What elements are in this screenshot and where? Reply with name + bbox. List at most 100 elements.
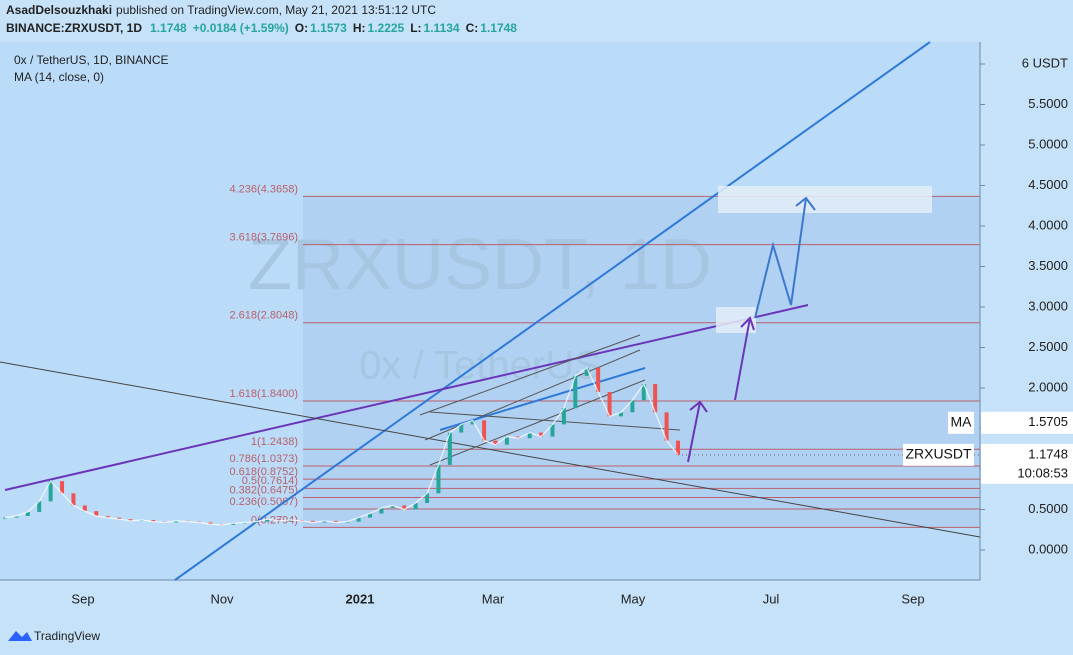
candle (436, 464, 441, 494)
candle (630, 400, 635, 413)
candle (470, 420, 475, 425)
candle (117, 517, 122, 520)
candle (539, 432, 544, 437)
candle (94, 511, 99, 516)
legend-title: 0x / TetherUS, 1D, BINANCE (14, 53, 169, 67)
y-tick-label: 6 USDT (1022, 55, 1068, 70)
x-tick-label: Sep (71, 591, 94, 606)
fib-label: 0.618(0.8752) (230, 466, 299, 478)
fib-label: 1.618(1.8400) (230, 388, 299, 400)
fib-label: 0.382(0.6475) (230, 484, 299, 496)
candle (25, 511, 30, 516)
marker-value: 1.5705 (1028, 414, 1068, 429)
x-tick-label: Sep (901, 591, 924, 606)
candle (231, 523, 236, 525)
candle (174, 520, 179, 523)
candle (310, 520, 315, 523)
fib-label: 3.618(3.7696) (230, 232, 299, 244)
candle (105, 515, 110, 518)
candle (3, 517, 7, 519)
candle (402, 505, 407, 510)
x-tick-label: May (621, 591, 646, 606)
candle (71, 493, 76, 506)
candle (276, 519, 281, 521)
marker-value-box (981, 443, 1073, 484)
price-markers: MA 1.5705 ZRXUSDT 1.1748 10:08:53 (903, 411, 1073, 484)
candle (60, 481, 65, 494)
ohlc-label: H: (353, 21, 366, 35)
candle (128, 519, 133, 521)
header-line: BINANCE:ZRXUSDT, 1D 1.1748 +0.0184 (+1.59%… (6, 21, 517, 35)
ohlc-label: L: (410, 21, 421, 35)
channel-line (439, 367, 646, 431)
candle (208, 522, 213, 525)
x-tick-label: Mar (482, 591, 505, 606)
fib-label: 0.786(1.0373) (230, 453, 299, 465)
fib-label: 0.5(0.7614) (242, 475, 298, 487)
candle (573, 375, 578, 409)
fib-label: 1(1.2438) (251, 436, 298, 448)
watermark: ZRXUSDT, 1D (248, 225, 712, 305)
ohlc-value: 1.2225 (368, 21, 405, 35)
projection-arrows (687, 196, 816, 463)
candle (676, 440, 680, 455)
published: published on TradingView.com, May 21, 20… (116, 3, 436, 17)
price-line (4, 366, 679, 526)
y-tick-label: 0.5000 (1028, 501, 1068, 516)
time-axis: Sep Nov 2021 Mar May Jul Sep (71, 591, 924, 606)
candle (447, 432, 452, 465)
candle (151, 520, 156, 522)
candle (368, 513, 373, 518)
marker-name: ZRXUSDT (905, 446, 972, 462)
ohlc-value: 1.1748 (480, 21, 517, 35)
channel-line (419, 334, 641, 416)
marker-value: 1.1748 (1028, 446, 1068, 461)
candle (425, 493, 430, 504)
fib-label: 4.236(4.3658) (230, 183, 299, 195)
marker-name: MA (951, 413, 973, 429)
candle (37, 501, 42, 512)
x-tick-label: 2021 (346, 591, 375, 606)
candle (664, 412, 669, 441)
header-line: AsadDelsouzkhaki published on TradingView… (6, 3, 436, 17)
candle (527, 432, 532, 439)
logo (8, 631, 32, 641)
candle (618, 412, 623, 417)
publisher: AsadDelsouzkhaki (6, 3, 112, 17)
fib-label: 2.618(2.8048) (230, 310, 299, 322)
candle (482, 420, 487, 441)
y-tick-label: 5.5000 (1028, 96, 1068, 111)
candle (607, 392, 612, 417)
candle (459, 424, 464, 433)
y-tick-label: 5.0000 (1028, 136, 1068, 151)
y-tick-label: 3.5000 (1028, 258, 1068, 273)
y-tick-label: 4.0000 (1028, 217, 1068, 232)
trendline (0, 361, 981, 538)
fib-zone (303, 196, 980, 527)
candle (14, 515, 19, 518)
candle (82, 505, 87, 512)
ohlc-label: O: (295, 21, 308, 35)
marker-value-box (981, 411, 1073, 434)
y-tick-label: 2.0000 (1028, 379, 1068, 394)
candle (596, 367, 601, 393)
y-tick-label: 0.0000 (1028, 541, 1068, 556)
countdown: 10:08:53 (1017, 465, 1068, 480)
candle (504, 436, 509, 445)
candle (379, 507, 384, 514)
legend-indicator: MA (14, close, 0) (14, 70, 104, 84)
candle (641, 383, 646, 401)
candle (333, 520, 338, 523)
candle (390, 505, 395, 508)
symbol: BINANCE:ZRXUSDT, 1D (6, 21, 142, 35)
y-tick-label: 4.5000 (1028, 177, 1068, 192)
candle (561, 408, 566, 425)
ohlc-value: 1.1573 (310, 21, 347, 35)
fib-levels: 4.236(4.3658) 3.618(3.7696) 2.618(2.8048) 1… (230, 183, 980, 528)
candle (550, 424, 555, 437)
candle (48, 481, 53, 502)
footer-brand[interactable]: TradingView (34, 629, 100, 643)
last: 1.1748 (150, 21, 187, 35)
